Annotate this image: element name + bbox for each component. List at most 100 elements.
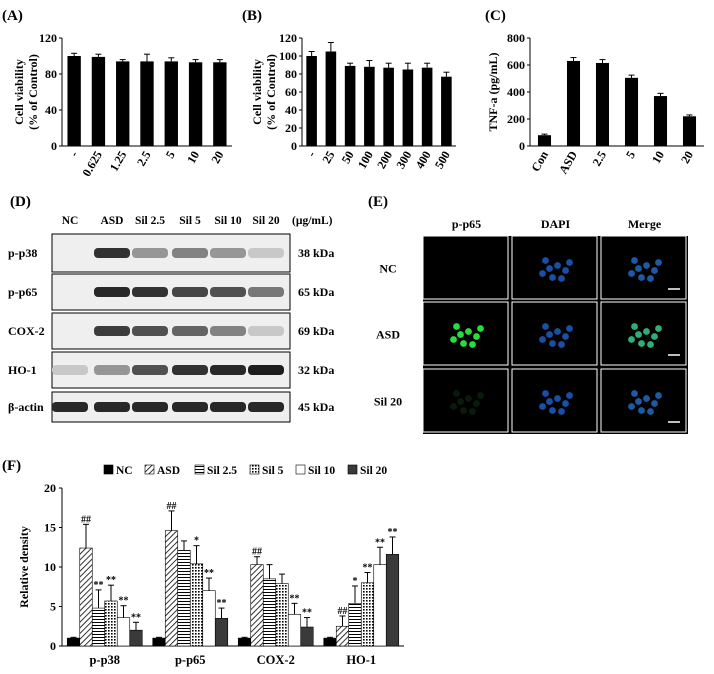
y-tick-label: 20 xyxy=(44,481,56,495)
bar xyxy=(140,61,154,146)
bar xyxy=(653,96,668,146)
cell-nucleus xyxy=(635,331,642,338)
x-tick-label: ASD xyxy=(556,148,580,176)
cell-nucleus xyxy=(558,408,565,415)
cell-nucleus xyxy=(562,267,569,274)
y-tick-label: 120 xyxy=(39,31,57,45)
micro-column-label: Merge xyxy=(628,217,662,231)
blot-band xyxy=(172,365,208,375)
x-tick-label: 5 xyxy=(163,149,178,161)
kda-label: 45 kDa xyxy=(298,400,334,414)
x-tick-label: Con xyxy=(528,148,551,174)
x-tick-label: 2.5 xyxy=(589,149,609,169)
y-tick-label: 200 xyxy=(507,112,525,126)
cell-nucleus xyxy=(554,328,561,335)
cell-nucleus xyxy=(549,274,556,281)
x-tick-label: 500 xyxy=(432,149,453,172)
cell-nucleus xyxy=(558,275,565,282)
lane-label: NC xyxy=(62,215,79,227)
micro-cell xyxy=(422,235,509,300)
legend-label: Sil 2.5 xyxy=(207,465,237,477)
blot-band xyxy=(132,365,168,375)
y-axis-label: TNF-a (pg/mL) xyxy=(486,53,500,132)
cell-nucleus xyxy=(643,262,650,269)
cell-nucleus xyxy=(477,325,484,332)
significance-mark: ## xyxy=(252,547,262,558)
legend-swatch xyxy=(295,464,306,475)
micro-cell xyxy=(511,368,598,433)
micro-row-label: ASD xyxy=(376,328,400,342)
x-tick-label: 2.5 xyxy=(134,149,154,169)
cell-nucleus xyxy=(638,340,645,347)
blot-band xyxy=(248,402,284,412)
significance-mark: ## xyxy=(81,514,91,525)
cell-nucleus xyxy=(651,400,658,407)
bar xyxy=(164,530,179,647)
cell-nucleus xyxy=(562,400,569,407)
bar xyxy=(373,564,387,647)
blot-band xyxy=(210,248,246,258)
cell-nucleus xyxy=(628,270,635,277)
panel-label-d: (D) xyxy=(10,194,31,210)
x-tick-label: p-p65 xyxy=(175,653,206,667)
x-tick-label: 10 xyxy=(184,149,202,166)
cell-nucleus xyxy=(647,408,654,415)
blot-band xyxy=(248,326,284,336)
bar xyxy=(323,637,337,647)
bar xyxy=(164,61,178,146)
bar xyxy=(537,135,552,146)
cell-nucleus xyxy=(469,341,476,348)
panel-label-e: (E) xyxy=(368,194,388,210)
significance-mark: ** xyxy=(375,537,385,548)
legend-swatch xyxy=(194,464,205,475)
panel-label-a: (A) xyxy=(2,8,23,24)
y-tick-label: 400 xyxy=(507,85,525,99)
lane-label: Sil 5 xyxy=(179,215,201,227)
x-tick-label: 20 xyxy=(208,149,226,166)
significance-mark: ** xyxy=(106,575,116,586)
bar xyxy=(104,600,118,647)
cell-nucleus xyxy=(460,407,467,414)
x-tick-label: 10 xyxy=(649,149,667,166)
bar xyxy=(188,62,203,146)
cell-nucleus xyxy=(542,323,549,330)
bar xyxy=(306,56,317,146)
y-tick-label: 10 xyxy=(44,560,56,574)
cell-nucleus xyxy=(655,325,662,332)
legend-swatch xyxy=(347,464,358,475)
cell-nucleus xyxy=(457,331,464,338)
legend-label: NC xyxy=(116,465,133,477)
bar xyxy=(335,625,350,647)
bar xyxy=(566,60,581,147)
significance-mark: ** xyxy=(131,612,141,623)
x-tick-label: 1.25 xyxy=(107,149,130,174)
blot-band xyxy=(210,365,246,375)
y-tick-label: 60 xyxy=(285,85,297,99)
y-tick-label: 20 xyxy=(285,121,297,135)
significance-mark: ** xyxy=(302,608,312,619)
cell-nucleus xyxy=(539,403,546,410)
cell-nucleus xyxy=(651,267,658,274)
micro-cell xyxy=(422,368,509,433)
micro-row-label: Sil 20 xyxy=(374,395,402,409)
cell-nucleus xyxy=(628,336,635,343)
cell-nucleus xyxy=(549,340,556,347)
micro-row-label: NC xyxy=(379,262,396,276)
x-tick-label: 20 xyxy=(678,149,696,166)
x-tick-label: 25 xyxy=(319,149,337,166)
x-tick-label: 200 xyxy=(374,149,395,172)
cell-nucleus xyxy=(558,341,565,348)
y-tick-label: 0 xyxy=(51,139,57,153)
bar xyxy=(66,637,81,647)
chart-b-cell-viability: 0 20 40 60 80 100 120 Cell viability (% of Contr… xyxy=(250,31,456,171)
blot-band xyxy=(132,287,168,297)
bar xyxy=(189,563,204,647)
bar xyxy=(344,65,356,146)
cell-nucleus xyxy=(465,395,472,402)
x-tick-label: 400 xyxy=(413,149,434,172)
cell-nucleus xyxy=(473,333,480,340)
cell-nucleus xyxy=(546,331,553,338)
blot-band xyxy=(248,248,284,258)
significance-mark: ** xyxy=(290,593,300,604)
